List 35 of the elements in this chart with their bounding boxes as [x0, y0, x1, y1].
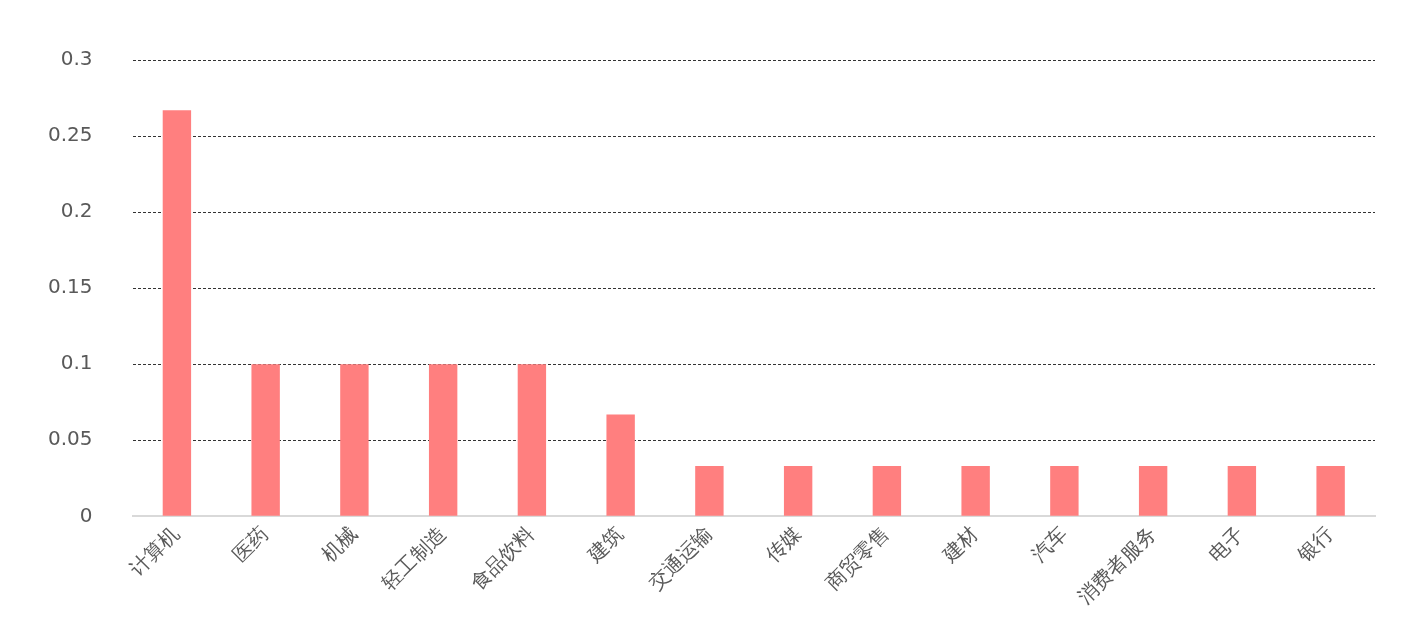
y-tick-label: 0.05 — [48, 426, 93, 451]
bar — [961, 466, 990, 516]
x-tick-label: 医药 — [227, 521, 273, 567]
bar — [251, 364, 280, 516]
bar — [1138, 466, 1168, 516]
x-tick-label: 银行 — [1291, 521, 1338, 568]
y-tick-label: 0.2 — [60, 198, 93, 223]
x-tick-label: 机械 — [316, 521, 362, 567]
y-tick-label: 0.3 — [60, 46, 93, 71]
x-tick-label: 电子 — [1203, 521, 1250, 567]
x-tick-label: 传媒 — [760, 521, 806, 567]
bar — [606, 414, 635, 516]
x-tick-label: 建材 — [936, 521, 983, 568]
x-tick-label: 建筑 — [581, 521, 628, 568]
y-tick-label: 0.25 — [48, 122, 93, 147]
bar — [162, 110, 192, 516]
bar — [872, 466, 902, 516]
bar — [428, 364, 458, 516]
x-tick-label: 交通运输 — [643, 521, 717, 595]
y-tick-label: 0 — [79, 502, 93, 527]
x-tick-label: 食品饮料 — [465, 521, 540, 595]
bar — [695, 466, 724, 516]
bar — [340, 364, 369, 516]
x-tick-label: 汽车 — [1026, 521, 1072, 567]
bar — [1050, 466, 1079, 516]
bar — [783, 466, 813, 516]
bar — [1227, 466, 1257, 516]
x-tick-label: 消费者服务 — [1072, 521, 1161, 609]
x-tick-label: 商贸零售 — [820, 521, 895, 595]
bar — [517, 364, 547, 516]
x-tick-label: 计算机 — [124, 521, 185, 581]
x-tick-label: 轻工制造 — [376, 521, 451, 595]
bar — [1316, 466, 1345, 516]
y-tick-label: 0.15 — [48, 274, 93, 299]
y-tick-label: 0.1 — [60, 350, 93, 375]
